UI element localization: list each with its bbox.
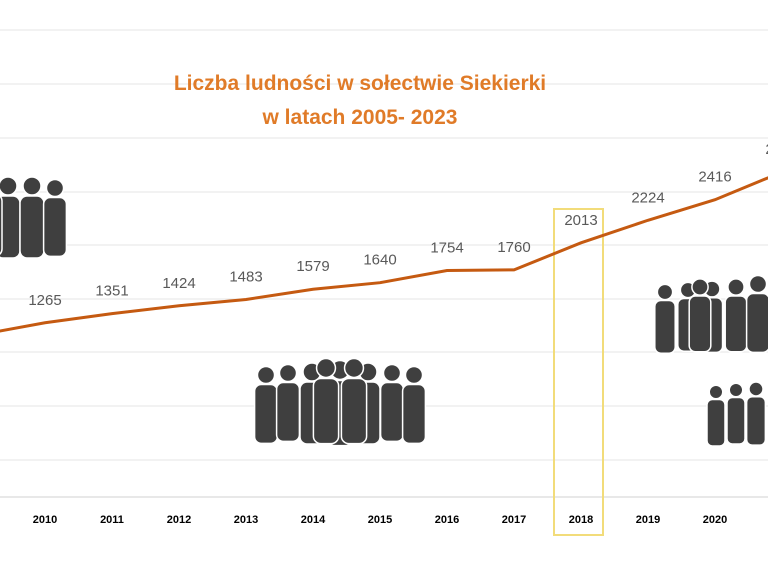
line-series xyxy=(0,176,768,333)
value-label: 2224 xyxy=(631,189,664,206)
person-head xyxy=(404,365,424,385)
person-head xyxy=(708,384,724,400)
person-head xyxy=(656,283,674,301)
person-head xyxy=(0,176,18,196)
value-label: 1640 xyxy=(363,252,396,269)
person-body xyxy=(726,396,746,445)
person-body xyxy=(340,377,368,445)
value-label: 1424 xyxy=(162,275,195,292)
person-head xyxy=(382,363,402,383)
x-tick-label: 2020 xyxy=(703,514,727,526)
x-tick-label: 2013 xyxy=(234,514,258,526)
x-tick-label: 2015 xyxy=(368,514,392,526)
person-head xyxy=(256,365,276,385)
value-label: 1754 xyxy=(430,239,463,256)
person-body xyxy=(253,383,279,445)
x-tick-label: 2017 xyxy=(502,514,526,526)
chart-title: Liczba ludności w sołectwie Siekierki xyxy=(174,72,546,95)
person-body xyxy=(0,195,21,259)
person-head xyxy=(278,363,298,383)
people-icons xyxy=(0,176,768,447)
x-tick-label: 2014 xyxy=(301,514,326,526)
person-head xyxy=(691,278,709,296)
person-body xyxy=(688,295,712,353)
person-head xyxy=(727,278,745,296)
value-label: 1265 xyxy=(28,292,61,309)
person-head xyxy=(748,381,764,397)
value-label: 1579 xyxy=(296,258,329,275)
person-body xyxy=(19,195,45,259)
x-tick-label: 2018 xyxy=(569,514,593,526)
x-tick-label: 2012 xyxy=(167,514,191,526)
value-label: 1483 xyxy=(229,268,262,285)
value-label: 2416 xyxy=(698,169,731,186)
x-tick-label: 2016 xyxy=(435,514,459,526)
person-head xyxy=(748,274,768,294)
chart-subtitle: w latach 2005- 2023 xyxy=(262,106,458,129)
person-body xyxy=(654,299,676,354)
x-tick-label: 2019 xyxy=(636,514,660,526)
person-body xyxy=(275,381,301,443)
x-tick-label: 2011 xyxy=(100,514,124,526)
value-label: 1351 xyxy=(95,283,128,300)
person-body xyxy=(745,396,767,446)
grid xyxy=(0,29,768,498)
person-head xyxy=(728,382,744,398)
person-body xyxy=(42,196,68,258)
person-body xyxy=(379,381,405,443)
person-head xyxy=(343,357,365,379)
person-head xyxy=(315,357,337,379)
person-body xyxy=(0,195,3,255)
person-body xyxy=(706,398,726,447)
value-label: 2013 xyxy=(564,212,597,229)
person-head xyxy=(22,176,42,196)
person-head xyxy=(45,178,65,198)
person-body xyxy=(401,383,427,445)
value-label: 2675 xyxy=(765,141,768,158)
value-label: 1760 xyxy=(497,239,530,256)
x-tick-label: 2010 xyxy=(33,514,57,526)
person-body xyxy=(312,377,340,445)
highlight-box xyxy=(553,208,604,536)
person-body xyxy=(745,292,768,354)
person-body xyxy=(724,295,748,353)
